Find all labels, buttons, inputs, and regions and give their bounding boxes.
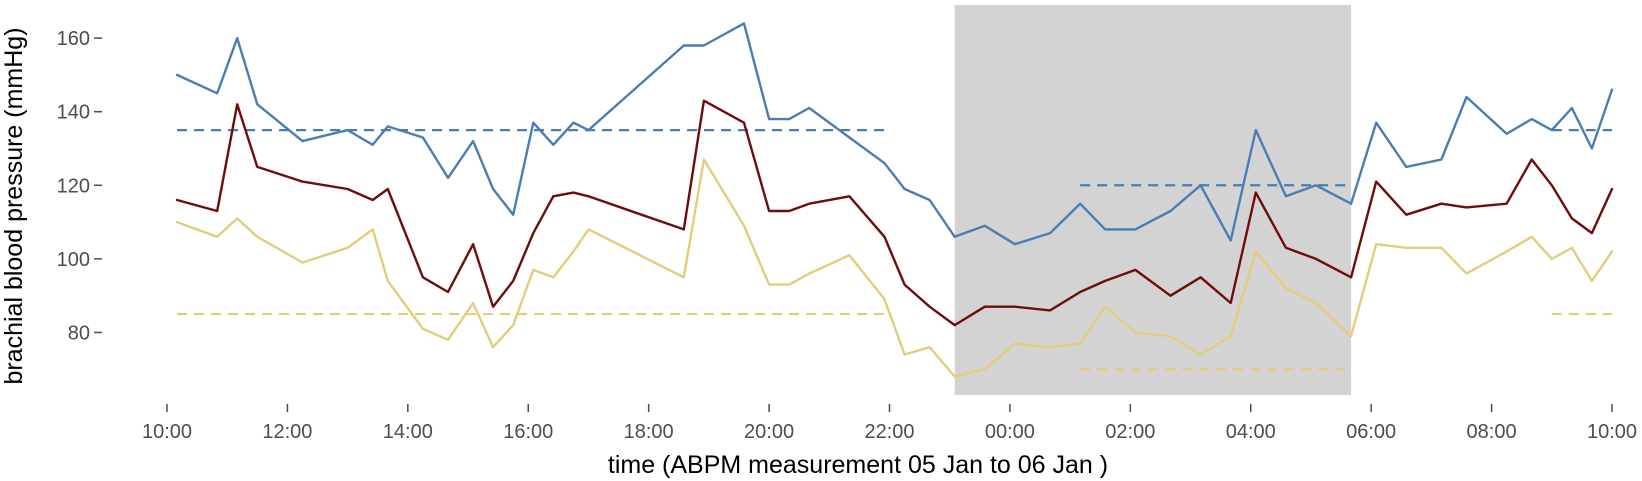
x-tick-label: 06:00 [1346,421,1396,443]
x-tick-label: 10:00 [1587,421,1637,443]
x-tick-label: 12:00 [262,421,312,443]
x-tick-label: 22:00 [864,421,914,443]
series-line-1 [175,22,1614,246]
x-tick-label: 08:00 [1467,421,1517,443]
x-tick-label: 20:00 [744,421,794,443]
y-tick-label: 140 [57,102,90,124]
y-axis: 80 100 120 140 160 [57,28,102,344]
series-lines [175,22,1614,378]
series-line-2 [175,99,1614,327]
y-tick-label: 100 [57,249,90,271]
x-tick-label: 14:00 [383,421,433,443]
night-shading [954,5,1352,395]
y-tick-label: 160 [57,28,90,50]
y-axis-title: brachial blood pressure (mmHg) [0,27,28,384]
reference-lines [177,128,1612,371]
x-tick-label: 00:00 [985,421,1035,443]
x-tick-label: 04:00 [1226,421,1276,443]
x-tick-label: 18:00 [624,421,674,443]
y-tick-label: 120 [57,175,90,197]
x-tick-label: 02:00 [1105,421,1155,443]
x-tick-label: 16:00 [503,421,553,443]
y-tick-label: 80 [68,322,90,344]
x-axis: 10:00 12:00 14:00 16:00 18:00 20:00 22:00 00:00… [142,404,1637,443]
x-axis-title: time (ABPM measurement 05 Jan to 06 Jan … [608,451,1108,479]
series-line-3 [175,158,1614,378]
x-tick-label: 10:00 [142,421,192,443]
